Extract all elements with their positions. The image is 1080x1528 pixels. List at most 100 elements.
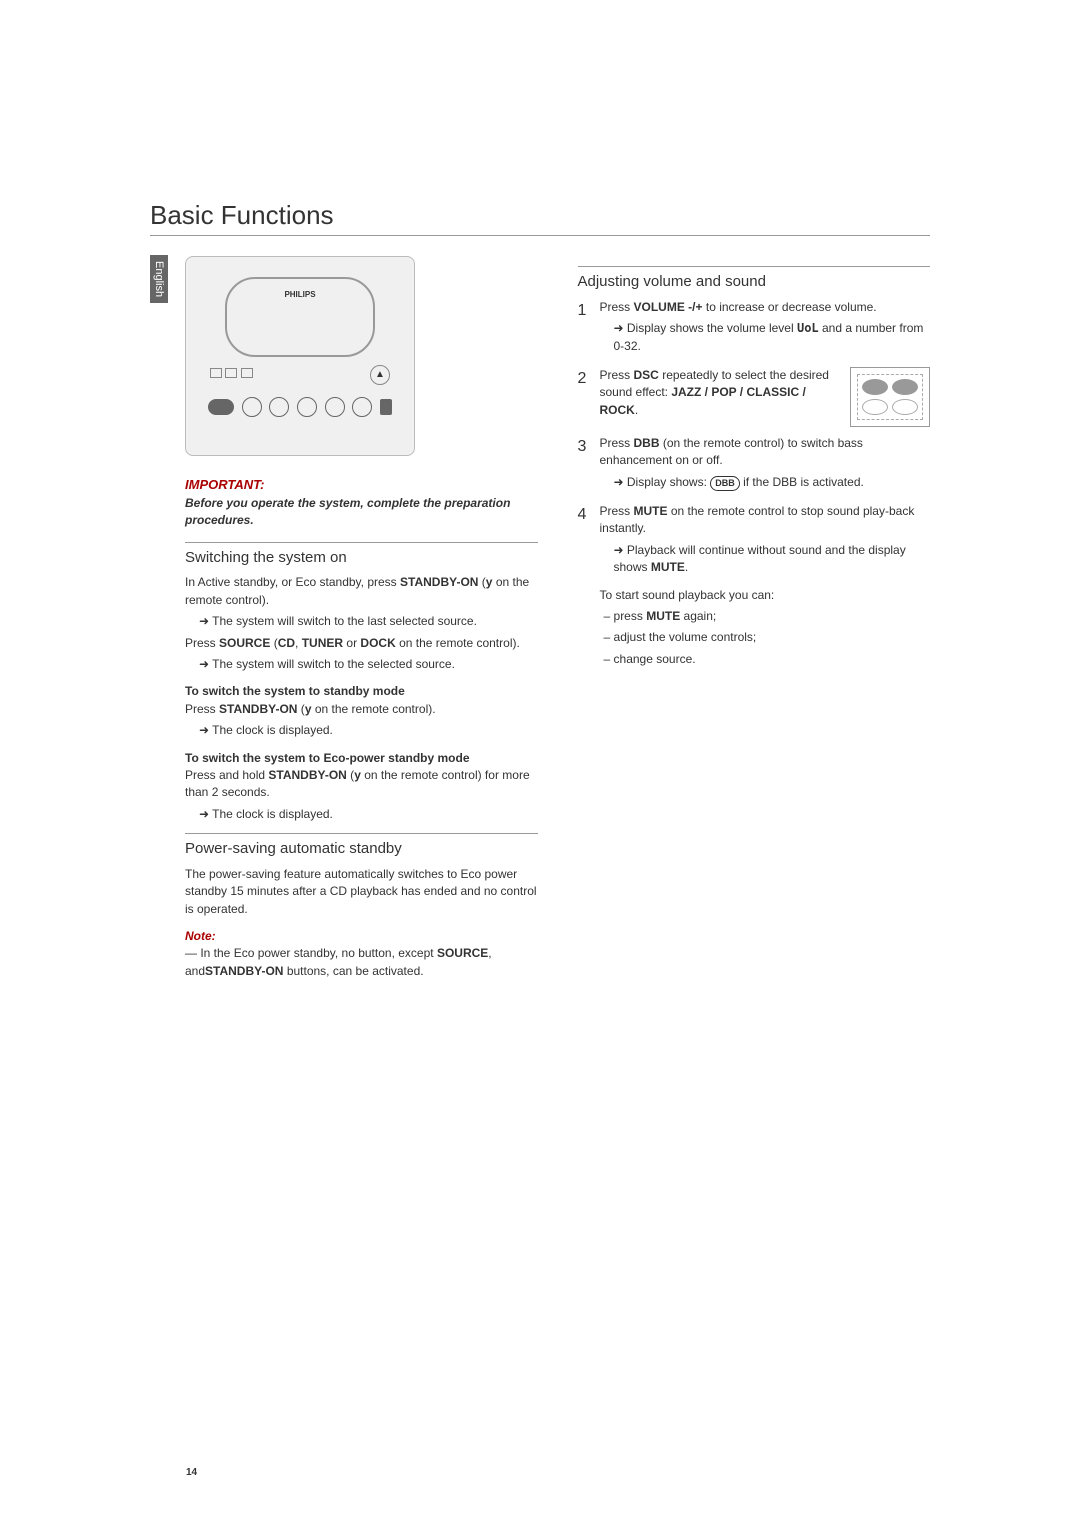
standby-on-label: STANDBY-ON: [268, 768, 346, 782]
device-button-2: [242, 397, 262, 417]
text: Press: [600, 368, 634, 382]
device-button-7: [380, 399, 392, 415]
switching-on-heading: Switching the system on: [185, 542, 538, 569]
step-body: Press VOLUME -/+ to increase or decrease…: [600, 299, 931, 359]
eco-p2: The clock is displayed.: [185, 806, 538, 823]
text: (: [270, 636, 277, 650]
tuner-icon: [241, 368, 253, 378]
mute-label: MUTE: [646, 609, 680, 623]
text: Display shows:: [627, 475, 710, 489]
note-label: Note:: [185, 928, 538, 945]
text: .: [685, 560, 688, 574]
text: — In the Eco power standby, no button, e…: [185, 946, 437, 960]
dbb-label: DBB: [634, 436, 660, 450]
y-button-label: y: [354, 768, 361, 782]
power-saving-heading: Power-saving automatic standby: [185, 833, 538, 860]
dsc-circle: [862, 399, 888, 415]
resume-item-2: adjust the volume controls;: [600, 629, 931, 646]
text: Press: [600, 436, 634, 450]
mute-label: MUTE: [634, 504, 668, 518]
step-1: 1 Press VOLUME -/+ to increase or decrea…: [578, 299, 931, 359]
text: Press: [185, 702, 219, 716]
text: buttons, can be activated.: [283, 964, 423, 978]
dsc-circle: [892, 379, 918, 395]
eject-button-icon: ▲: [370, 365, 390, 385]
text: In Active standby, or Eco standby, press: [185, 575, 400, 589]
device-button-5: [325, 397, 345, 417]
step-number: 1: [578, 299, 592, 359]
left-column: PHILIPS ▲ IMPORTANT: Before y: [185, 256, 538, 984]
power-saving-text: The power-saving feature automatically s…: [185, 866, 538, 918]
standby-on-label: STANDBY-ON: [205, 964, 283, 978]
text: Press: [600, 300, 634, 314]
device-small-icons: [210, 366, 253, 383]
resume-item-1: press MUTE again;: [600, 608, 931, 625]
page-title: Basic Functions: [150, 200, 930, 236]
text: or: [343, 636, 360, 650]
step-body: Press DBB (on the remote control) to swi…: [600, 435, 931, 495]
dsc-illustration: [850, 367, 930, 427]
vol-glyph: UoL: [797, 321, 819, 335]
standby-heading: To switch the system to standby mode: [185, 683, 538, 700]
text: (: [478, 575, 485, 589]
step-body: Press MUTE on the remote control to stop…: [600, 503, 931, 672]
text: .: [635, 403, 638, 417]
source-label: SOURCE: [219, 636, 270, 650]
dock-label: DOCK: [360, 636, 395, 650]
switching-on-p1: In Active standby, or Eco standby, press…: [185, 574, 538, 609]
text: on the remote control).: [396, 636, 520, 650]
standby-on-label: STANDBY-ON: [400, 575, 478, 589]
device-illustration: PHILIPS ▲: [185, 256, 415, 456]
step-3: 3 Press DBB (on the remote control) to s…: [578, 435, 931, 495]
step-4: 4 Press MUTE on the remote control to st…: [578, 503, 931, 672]
source-label: SOURCE: [437, 946, 488, 960]
text: if the DBB is activated.: [740, 475, 864, 489]
tuner-label: TUNER: [302, 636, 343, 650]
resume-item-3: change source.: [600, 651, 931, 668]
mp3-icon: [225, 368, 237, 378]
dsc-circle: [892, 399, 918, 415]
volume-button-label: VOLUME -/+: [634, 300, 703, 314]
volume-heading: Adjusting volume and sound: [578, 266, 931, 293]
important-label: IMPORTANT:: [185, 476, 538, 495]
text: Press: [600, 504, 634, 518]
eco-p1: Press and hold STANDBY-ON (y on the remo…: [185, 767, 538, 802]
text: Display shows the volume level: [627, 321, 797, 335]
language-tab: English: [150, 255, 168, 303]
dsc-circle: [862, 379, 888, 395]
cd-label: CD: [278, 636, 295, 650]
text: Press and hold: [185, 768, 268, 782]
step-number: 2: [578, 367, 592, 427]
standby-on-label: STANDBY-ON: [219, 702, 297, 716]
right-column: Adjusting volume and sound 1 Press VOLUM…: [578, 256, 931, 984]
eco-heading: To switch the system to Eco-power standb…: [185, 750, 538, 767]
device-button-6: [352, 397, 372, 417]
cd-icon: [210, 368, 222, 378]
step-number: 4: [578, 503, 592, 672]
text: on the remote control).: [312, 702, 436, 716]
device-button-3: [269, 397, 289, 417]
y-button-label: y: [305, 702, 312, 716]
page-number: 14: [186, 1467, 197, 1478]
text: (: [297, 702, 304, 716]
dbb-badge-icon: DBB: [710, 476, 740, 491]
dsc-label: DSC: [634, 368, 659, 382]
switching-on-p3: Press SOURCE (CD, TUNER or DOCK on the r…: [185, 635, 538, 652]
resume-intro: To start sound playback you can:: [600, 587, 931, 604]
note-text: — In the Eco power standby, no button, e…: [185, 945, 538, 980]
device-screen: PHILIPS: [225, 277, 375, 357]
step-number: 3: [578, 435, 592, 495]
device-button-1: [208, 399, 234, 415]
standby-p1: Press STANDBY-ON (y on the remote contro…: [185, 701, 538, 718]
step-2: 2 Press DSC repeatedly to select the des…: [578, 367, 931, 427]
step-body: Press DSC repeatedly to select the desir…: [600, 367, 931, 427]
text: again;: [680, 609, 716, 623]
text: to increase or decrease volume.: [703, 300, 877, 314]
device-button-4: [297, 397, 317, 417]
switching-on-p2: The system will switch to the last selec…: [185, 613, 538, 630]
mute-display-label: MUTE: [651, 560, 685, 574]
important-text: Before you operate the system, complete …: [185, 495, 538, 530]
switching-on-p4: The system will switch to the selected s…: [185, 656, 538, 673]
device-buttons-row: [198, 393, 402, 421]
text: Press: [185, 636, 219, 650]
